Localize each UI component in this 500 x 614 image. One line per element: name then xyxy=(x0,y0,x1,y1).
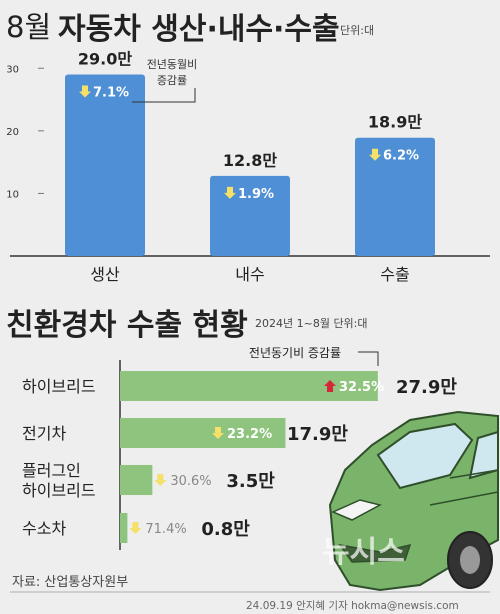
down-arrow-icon xyxy=(154,474,167,486)
bar-change-label: 7.1% xyxy=(93,86,129,101)
chart2-subtitle: 2024년 1~8월 단위:대 xyxy=(255,317,368,330)
bar-value-label: 3.5만 xyxy=(226,471,275,492)
bar-change-label: 32.5% xyxy=(339,380,384,395)
category-label: 수소차 xyxy=(22,519,66,538)
chart1-title: 자동차 생산·내수·수출 xyxy=(58,12,340,47)
car-illustration: 뉴시스 xyxy=(322,410,499,592)
car-headlight xyxy=(331,499,383,521)
bar xyxy=(120,513,128,543)
bar-value-label: 0.8만 xyxy=(201,519,250,540)
down-arrow-icon xyxy=(369,148,381,161)
annotation-line2: 증감률 xyxy=(157,74,187,87)
y-tick-label: 30 xyxy=(6,64,19,75)
category-label: 하이브리드 xyxy=(22,377,96,396)
bar-value-label: 12.8만 xyxy=(223,151,277,170)
down-arrow-icon xyxy=(129,522,142,534)
category-label: 수출 xyxy=(380,265,409,284)
car-wheel-hub xyxy=(460,546,480,574)
category-label: 생산 xyxy=(90,265,120,284)
newsis-watermark: 뉴시스 xyxy=(322,535,405,570)
category-label-line2: 하이브리드 xyxy=(22,481,96,500)
bar xyxy=(355,137,435,256)
bar-value-label: 27.9만 xyxy=(396,377,457,398)
y-tick-label: 20 xyxy=(6,127,19,138)
y-tick-label: 10 xyxy=(6,189,19,200)
chart1-svg: 10 20 30 29.0만 7.1% 생산 12.8만 1.9% 내수 18.9만 6.2% 수출 전… xyxy=(6,50,490,284)
chart2-title: 친환경차 수출 현황 xyxy=(6,308,248,343)
category-label-line1: 플러그인 xyxy=(22,461,81,480)
bar-change-label: 1.9% xyxy=(238,187,274,202)
bar-value-label: 29.0만 xyxy=(78,50,132,69)
down-arrow-icon xyxy=(79,85,91,98)
category-label: 내수 xyxy=(235,265,264,284)
chart1-unit: 단위:대 xyxy=(340,24,375,37)
car-windshield xyxy=(376,422,474,490)
bar-change-label: 71.4% xyxy=(145,522,186,537)
bar xyxy=(65,74,145,256)
bar-value-label: 17.9만 xyxy=(287,424,348,445)
bar xyxy=(120,418,286,448)
bar-value-label: 18.9만 xyxy=(368,113,422,132)
down-arrow-icon xyxy=(224,186,236,199)
bar xyxy=(120,465,153,495)
source-text: 자료: 산업통상자원부 xyxy=(12,575,129,590)
down-arrow-icon xyxy=(212,427,224,439)
bar-change-label: 30.6% xyxy=(170,474,211,489)
up-arrow-icon xyxy=(324,380,336,392)
category-label: 전기차 xyxy=(22,424,66,443)
car-grille xyxy=(338,543,412,563)
bar-change-label: 23.2% xyxy=(227,427,272,442)
annotation-text: 전년동기비 증감률 xyxy=(249,346,341,360)
credit-text: 24.09.19 안지혜 기자 hokma@newsis.com xyxy=(246,600,459,612)
car-door-line xyxy=(429,469,499,506)
chart1-month: 8월 xyxy=(6,10,52,44)
annotation-leader xyxy=(132,88,196,103)
annotation-line1: 전년동월비 xyxy=(147,58,198,71)
annotation-leader xyxy=(358,351,379,366)
bar-change-label: 6.2% xyxy=(383,149,419,164)
